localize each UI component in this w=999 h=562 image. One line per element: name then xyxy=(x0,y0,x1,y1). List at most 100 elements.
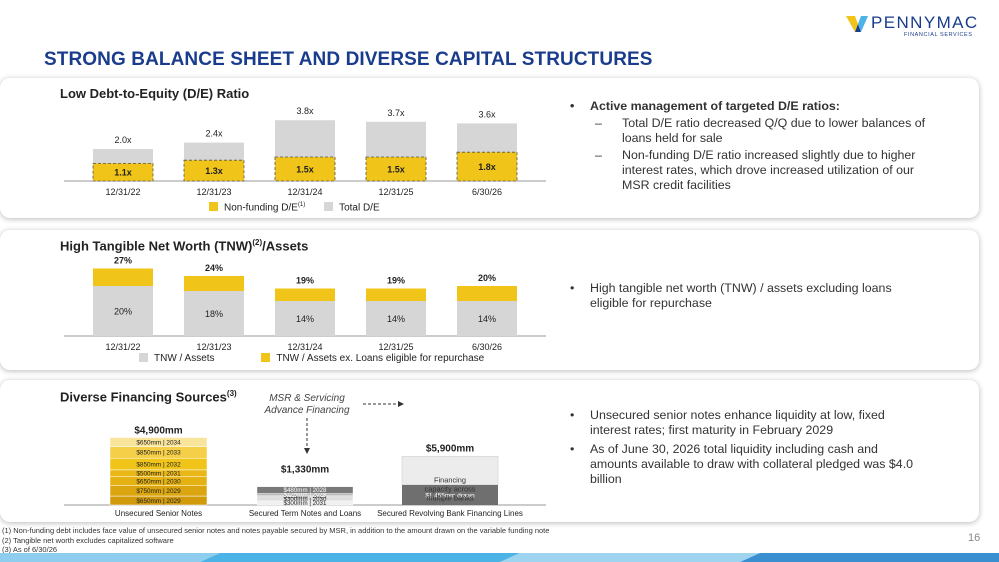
term-note-label: $300mm | 2031 xyxy=(284,500,327,507)
term-note-label: $480mm | 2028 xyxy=(284,487,327,494)
legend-swatch-nonfunding xyxy=(209,202,218,212)
legend-tnw-label: TNW / Assets xyxy=(154,353,215,364)
fin-title-footnote: (3) xyxy=(226,389,237,398)
category-label: Secured Revolving Bank Financing Lines xyxy=(377,509,523,518)
fin-title-text: Diverse Financing Sources xyxy=(60,389,227,405)
legend-swatch-total xyxy=(324,202,334,212)
revolving-capacity-label: capacity across xyxy=(425,484,476,493)
msr-label-line1: MSR & Servicing xyxy=(269,393,345,404)
tnw-bar xyxy=(275,301,335,336)
tnw-ex-label: 24% xyxy=(205,263,223,273)
tnw-panel-title: High Tangible Net Worth (TNW)(2)/Assets xyxy=(60,238,308,253)
nonfunding-de-bar xyxy=(274,156,336,182)
unsecured-note-label: $650mm | 2034 xyxy=(136,439,181,446)
unsecured-note-label: $750mm | 2029 xyxy=(136,488,181,495)
footnotes: (1) Non-funding debt includes face value… xyxy=(2,526,549,555)
term-note-label: $300mm | 2030 xyxy=(284,496,327,503)
bullet-subitem: Non-funding D/E ratio increased slightly… xyxy=(566,148,926,193)
legend-swatch-tnw-ex xyxy=(261,353,271,362)
footnote-3: (3) As of 6/30/26 xyxy=(2,545,58,554)
de-panel-title: Low Debt-to-Equity (D/E) Ratio xyxy=(60,86,250,101)
tnw-label: 14% xyxy=(478,314,496,324)
tnw-label: 14% xyxy=(296,314,314,324)
category-label: 12/31/23 xyxy=(196,342,231,352)
de-ratio-panel: Low Debt-to-Equity (D/E) Ratio 1.1x 2.0x 1… xyxy=(0,78,979,218)
fin-bullets: Unsecured senior notes enhance liquidity… xyxy=(566,408,926,489)
legend-nonfunding-footnote: (1) xyxy=(297,202,306,208)
term-total-label: $1,330mm xyxy=(281,465,329,476)
revolving-drawn-label: $1,455mm drawn xyxy=(425,492,475,499)
category-label: Secured Term Notes and Loans xyxy=(249,509,361,518)
nonfunding-de-label: 1.1x xyxy=(114,168,132,178)
legend-tnw-ex-label: TNW / Assets ex. Loans eligible for repu… xyxy=(276,353,485,364)
msr-label-line2: Advance Financing xyxy=(263,405,349,416)
msr-arrow-right-head-icon xyxy=(398,401,404,407)
de-legend: Non-funding D/E(1) Total D/E xyxy=(209,202,380,213)
category-label: 6/30/26 xyxy=(472,187,502,197)
unsecured-note-label: $500mm | 2031 xyxy=(136,471,181,478)
legend-total-label: Total D/E xyxy=(339,202,380,214)
tnw-ex-bar xyxy=(275,288,335,301)
bullet-item: As of June 30, 2026 total liquidity incl… xyxy=(566,442,926,487)
nonfunding-de-bar xyxy=(92,163,154,182)
tnw-ex-label: 19% xyxy=(387,276,405,286)
nonfunding-de-label: 1.5x xyxy=(387,165,405,175)
category-label: 12/31/25 xyxy=(378,187,413,197)
footnote-1: (1) Non-funding debt includes face value… xyxy=(2,526,550,535)
total-de-label: 3.8x xyxy=(296,106,314,116)
tnw-title-footnote: (2) xyxy=(252,238,263,247)
nonfunding-de-label: 1.3x xyxy=(205,166,223,176)
logo-wordmark: PENNYMAC xyxy=(871,13,979,32)
revolving-total-label: $5,900mm xyxy=(426,443,474,454)
unsecured-note-label: $650mm | 2029 xyxy=(136,498,181,505)
page-title: STRONG BALANCE SHEET AND DIVERSE CAPITAL… xyxy=(44,49,653,70)
logo-mark-icon xyxy=(846,16,868,32)
term-note-label: $125mm | 2029 xyxy=(284,493,327,500)
footnote-2: (2) Tangible net worth excludes capitali… xyxy=(2,535,174,545)
tnw-ex-bar xyxy=(184,276,244,291)
tnw-bar xyxy=(457,301,517,336)
tnw-ex-label: 20% xyxy=(478,273,496,283)
tnw-bar xyxy=(184,291,244,336)
category-label: Unsecured Senior Notes xyxy=(115,509,202,518)
tnw-chart: 20% 27% 12/31/22 18% 24% 12/31/23 14% 19% 12/31/… xyxy=(64,256,546,352)
nonfunding-de-label: 1.8x xyxy=(478,162,496,172)
revolving-drawn-bar xyxy=(402,484,498,505)
total-de-label: 3.7x xyxy=(387,108,405,118)
tnw-panel: High Tangible Net Worth (TNW)(2)/Assets … xyxy=(0,230,979,370)
unsecured-note-label: $650mm | 2030 xyxy=(136,479,181,486)
tnw-bar xyxy=(366,301,426,336)
category-label: 12/31/25 xyxy=(378,342,413,352)
revolving-capacity-bar xyxy=(401,455,499,486)
category-label: 12/31/24 xyxy=(287,187,322,197)
tnw-ex-bar xyxy=(366,288,426,301)
revolving-capacity-label: multiple banks xyxy=(426,493,474,502)
bullet-item: Unsecured senior notes enhance liquidity… xyxy=(566,408,926,438)
tnw-label: 20% xyxy=(114,307,132,317)
total-de-label: 2.0x xyxy=(114,135,132,145)
tnw-ex-label: 27% xyxy=(114,256,132,266)
bullet-item: Active management of targeted D/E ratios… xyxy=(566,99,926,114)
nonfunding-de-label: 1.5x xyxy=(296,165,314,175)
tnw-label: 18% xyxy=(205,309,223,319)
category-label: 6/30/26 xyxy=(472,342,502,352)
financing-chart: MSR & Servicing Advance Financing $650mm… xyxy=(64,393,546,518)
category-label: 12/31/23 xyxy=(196,187,231,197)
pennymac-logo: PENNYMAC FINANCIAL SERVICES xyxy=(846,12,986,42)
term-note-segment xyxy=(256,486,354,494)
legend-swatch-tnw xyxy=(139,353,148,362)
de-ratio-chart: 1.1x 2.0x 12/31/22 1.3x 2.4x 12/31/23 1.5x 3.8x… xyxy=(64,106,546,197)
logo-subtitle: FINANCIAL SERVICES xyxy=(904,32,973,38)
total-de-label: 3.6x xyxy=(478,109,496,119)
tnw-ex-bar xyxy=(457,286,517,301)
unsecured-total-label: $4,900mm xyxy=(134,426,182,437)
category-label: 12/31/22 xyxy=(105,187,140,197)
revolving-capacity-label: Financing xyxy=(434,475,466,484)
financing-panel: Diverse Financing Sources(3) MSR & Servi… xyxy=(0,380,979,522)
total-de-label: 2.4x xyxy=(205,129,223,139)
nonfunding-de-bar xyxy=(183,159,245,182)
tnw-title-suffix: /Assets xyxy=(262,238,309,254)
unsecured-note-label: $850mm | 2033 xyxy=(136,450,181,457)
tnw-label: 14% xyxy=(387,314,405,324)
tnw-ex-label: 19% xyxy=(296,276,314,286)
